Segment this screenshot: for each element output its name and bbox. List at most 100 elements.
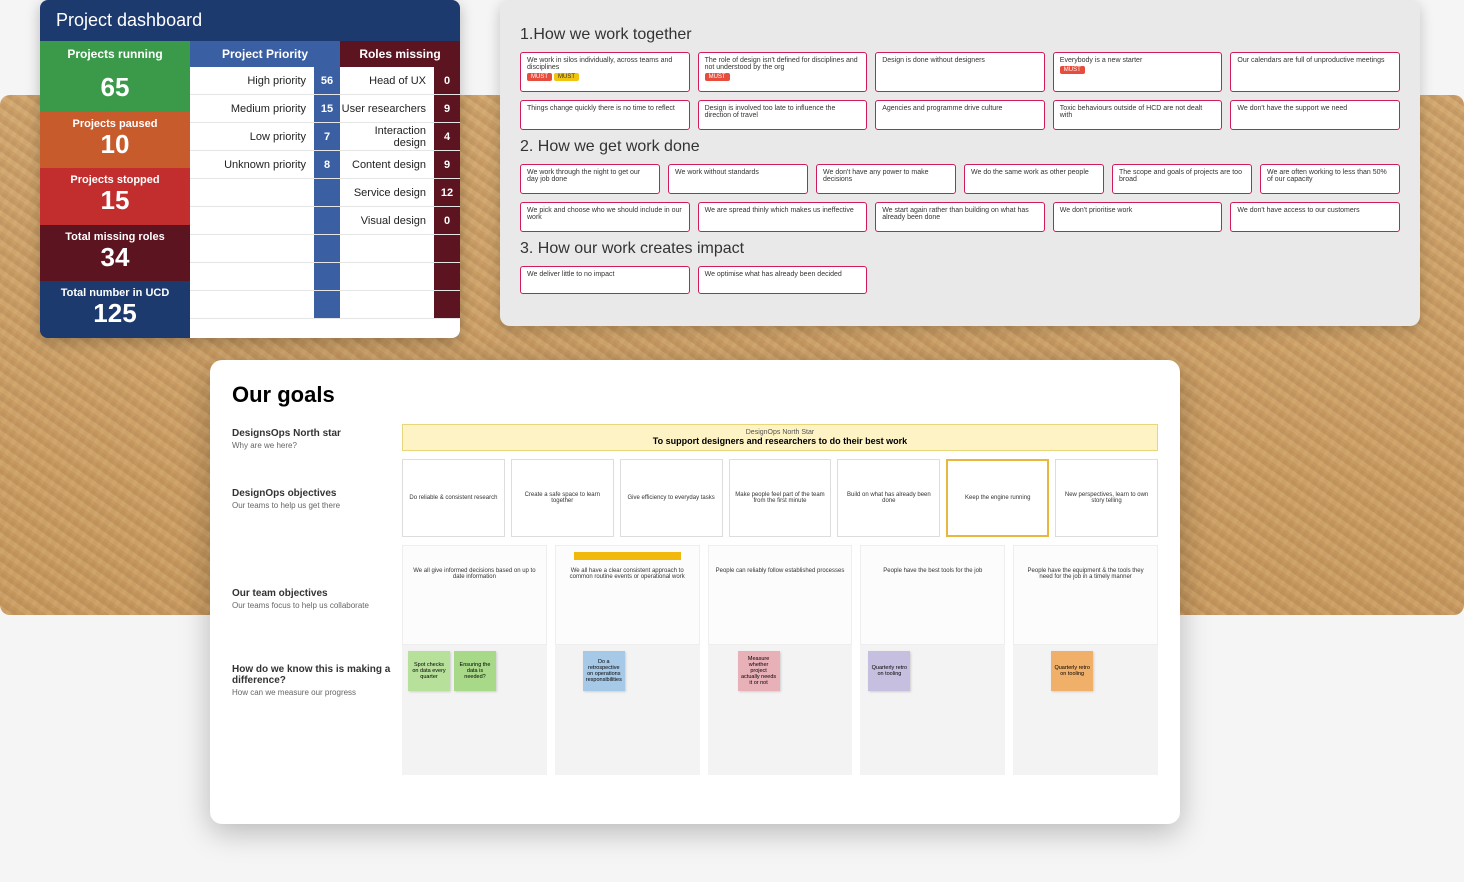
team-objective-card[interactable]: People have the equipment & the tools th…	[1013, 545, 1158, 645]
hw-card[interactable]: We don't have the support we need	[1230, 100, 1400, 130]
role-label: Service design	[340, 187, 434, 199]
stat-block: Total number in UCD125	[40, 281, 190, 338]
stat-block: Projects paused10	[40, 112, 190, 169]
dashboard-title: Project dashboard	[40, 0, 460, 41]
objective-card[interactable]: Keep the engine running	[946, 459, 1049, 537]
hw-card[interactable]: Things change quickly there is no time t…	[520, 100, 690, 130]
hw-card-row: We work in silos individually, across te…	[520, 52, 1400, 92]
card-tag: MUST	[554, 73, 579, 81]
dashboard-left-stats: 65Projects paused10Projects stopped15Tot…	[40, 67, 190, 338]
roles-row: Service design12	[340, 179, 460, 207]
hw-card-text: We work in silos individually, across te…	[527, 57, 683, 71]
objective-card[interactable]: Give efficiency to everyday tasks	[620, 459, 723, 537]
hw-card[interactable]: Our calendars are full of unproductive m…	[1230, 52, 1400, 92]
hw-card[interactable]: Agencies and programme drive culture	[875, 100, 1045, 130]
hw-card-text: We do the same work as other people	[971, 169, 1097, 176]
role-value	[434, 235, 460, 262]
roles-row	[340, 235, 460, 263]
objective-card[interactable]: Create a safe space to learn together	[511, 459, 614, 537]
objectives-row: Do reliable & consistent researchCreate …	[402, 459, 1158, 537]
stat-block: Projects stopped15	[40, 168, 190, 225]
hw-card[interactable]: Toxic behaviours outside of HCD are not …	[1053, 100, 1223, 130]
objective-card[interactable]: New perspectives, learn to own story tel…	[1055, 459, 1158, 537]
role-value	[434, 263, 460, 290]
role-value: 9	[434, 151, 460, 178]
team-objective-card[interactable]: People have the best tools for the job	[860, 545, 1005, 645]
hw-card[interactable]: We deliver little to no impact	[520, 266, 690, 294]
hw-card[interactable]: Design is done without designers	[875, 52, 1045, 92]
objective-card[interactable]: Make people feel part of the team from t…	[729, 459, 832, 537]
hw-card[interactable]: We start again rather than building on w…	[875, 202, 1045, 232]
label-objectives: DesignOps objectives	[232, 488, 392, 499]
label-northstar-sub: Why are we here?	[232, 441, 392, 450]
stat-block: Total missing roles34	[40, 225, 190, 282]
hw-card[interactable]: We are spread thinly which makes us inef…	[698, 202, 868, 232]
label-team-obj: Our team objectives	[232, 588, 392, 599]
sticky-note[interactable]: Quarterly retro on tooling	[1051, 651, 1093, 691]
hw-card-text: Agencies and programme drive culture	[882, 105, 1038, 112]
hw-card[interactable]: We pick and choose who we should include…	[520, 202, 690, 232]
stat-value: 34	[44, 243, 186, 272]
yellow-strip	[574, 552, 681, 560]
hw-card[interactable]: The scope and goals of projects are too …	[1112, 164, 1252, 194]
role-label: Visual design	[340, 215, 434, 227]
hw-card-text: We are often working to less than 50% of…	[1267, 169, 1393, 183]
priority-value: 15	[314, 95, 340, 122]
hw-card-text: Design is involved too late to influence…	[705, 105, 861, 119]
hw-section-title: 2. How we get work done	[520, 138, 1400, 156]
hw-section-title: 3. How our work creates impact	[520, 240, 1400, 258]
hw-card[interactable]: We don't prioritise work	[1053, 202, 1223, 232]
objective-card[interactable]: Do reliable & consistent research	[402, 459, 505, 537]
stat-label: Projects paused	[44, 118, 186, 130]
team-objective-card[interactable]: People can reliably follow established p…	[708, 545, 853, 645]
team-objective-card[interactable]: We all give informed decisions based on …	[402, 545, 547, 645]
measure-row: Spot checks on data every quarterEnsurin…	[402, 645, 1158, 775]
hw-card[interactable]: We are often working to less than 50% of…	[1260, 164, 1400, 194]
hw-card-text: We don't have any power to make decision…	[823, 169, 949, 183]
hw-card-text: The role of design isn't defined for dis…	[705, 57, 861, 71]
label-northstar: DesignsOps North star	[232, 428, 392, 439]
priority-value: 8	[314, 151, 340, 178]
project-dashboard-panel: Project dashboard Projects running Proje…	[40, 0, 460, 338]
hw-card[interactable]: We optimise what has already been decide…	[698, 266, 868, 294]
hw-card[interactable]: We work through the night to get our day…	[520, 164, 660, 194]
how-we-work-panel: 1.How we work togetherWe work in silos i…	[500, 0, 1420, 326]
roles-row: Content design9	[340, 151, 460, 179]
hw-card[interactable]: The role of design isn't defined for dis…	[698, 52, 868, 92]
hw-card-text: We optimise what has already been decide…	[705, 271, 861, 278]
hw-card[interactable]: We do the same work as other people	[964, 164, 1104, 194]
measure-cell: Quarterly retro on tooling	[1013, 645, 1158, 775]
role-value: 9	[434, 95, 460, 122]
sticky-note[interactable]: Ensuring the data is needed?	[454, 651, 496, 691]
measure-cell: Spot checks on data every quarterEnsurin…	[402, 645, 547, 775]
roles-row: Interaction design4	[340, 123, 460, 151]
stat-label: Total missing roles	[44, 231, 186, 243]
priority-row	[190, 263, 340, 291]
role-value	[434, 291, 460, 318]
hw-card[interactable]: Everybody is a new starter MUST	[1053, 52, 1223, 92]
stat-value: 65	[44, 73, 186, 102]
sticky-note[interactable]: Spot checks on data every quarter	[408, 651, 450, 691]
hw-card-text: We don't have the support we need	[1237, 105, 1393, 112]
stat-block: 65	[40, 67, 190, 112]
northstar-main: To support designers and researchers to …	[407, 436, 1153, 446]
hw-card[interactable]: Design is involved too late to influence…	[698, 100, 868, 130]
sticky-note[interactable]: Quarterly retro on tooling	[868, 651, 910, 691]
hw-card[interactable]: We work without standards	[668, 164, 808, 194]
sticky-note[interactable]: Measure whether project actually needs i…	[738, 651, 780, 691]
team-objective-card[interactable]: We all have a clear consistent approach …	[555, 545, 700, 645]
sticky-note[interactable]: Do a retrospective on operations respons…	[583, 651, 625, 691]
hw-card-text: Everybody is a new starter	[1060, 57, 1216, 64]
team-objective-text: We all have a clear consistent approach …	[562, 568, 693, 580]
hw-card-text: We deliver little to no impact	[527, 271, 683, 278]
northstar-top: DesignOps North Star	[407, 429, 1153, 436]
card-tag: MUST	[1060, 66, 1085, 74]
role-label: Interaction design	[340, 125, 434, 149]
hw-card[interactable]: We don't have access to our customers	[1230, 202, 1400, 232]
label-objectives-sub: Our teams to help us get there	[232, 501, 392, 510]
objective-card[interactable]: Build on what has already been done	[837, 459, 940, 537]
team-objective-text: People can reliably follow established p…	[715, 568, 846, 574]
label-team-obj-sub: Our teams focus to help us collaborate	[232, 601, 392, 610]
hw-card[interactable]: We don't have any power to make decision…	[816, 164, 956, 194]
hw-card[interactable]: We work in silos individually, across te…	[520, 52, 690, 92]
